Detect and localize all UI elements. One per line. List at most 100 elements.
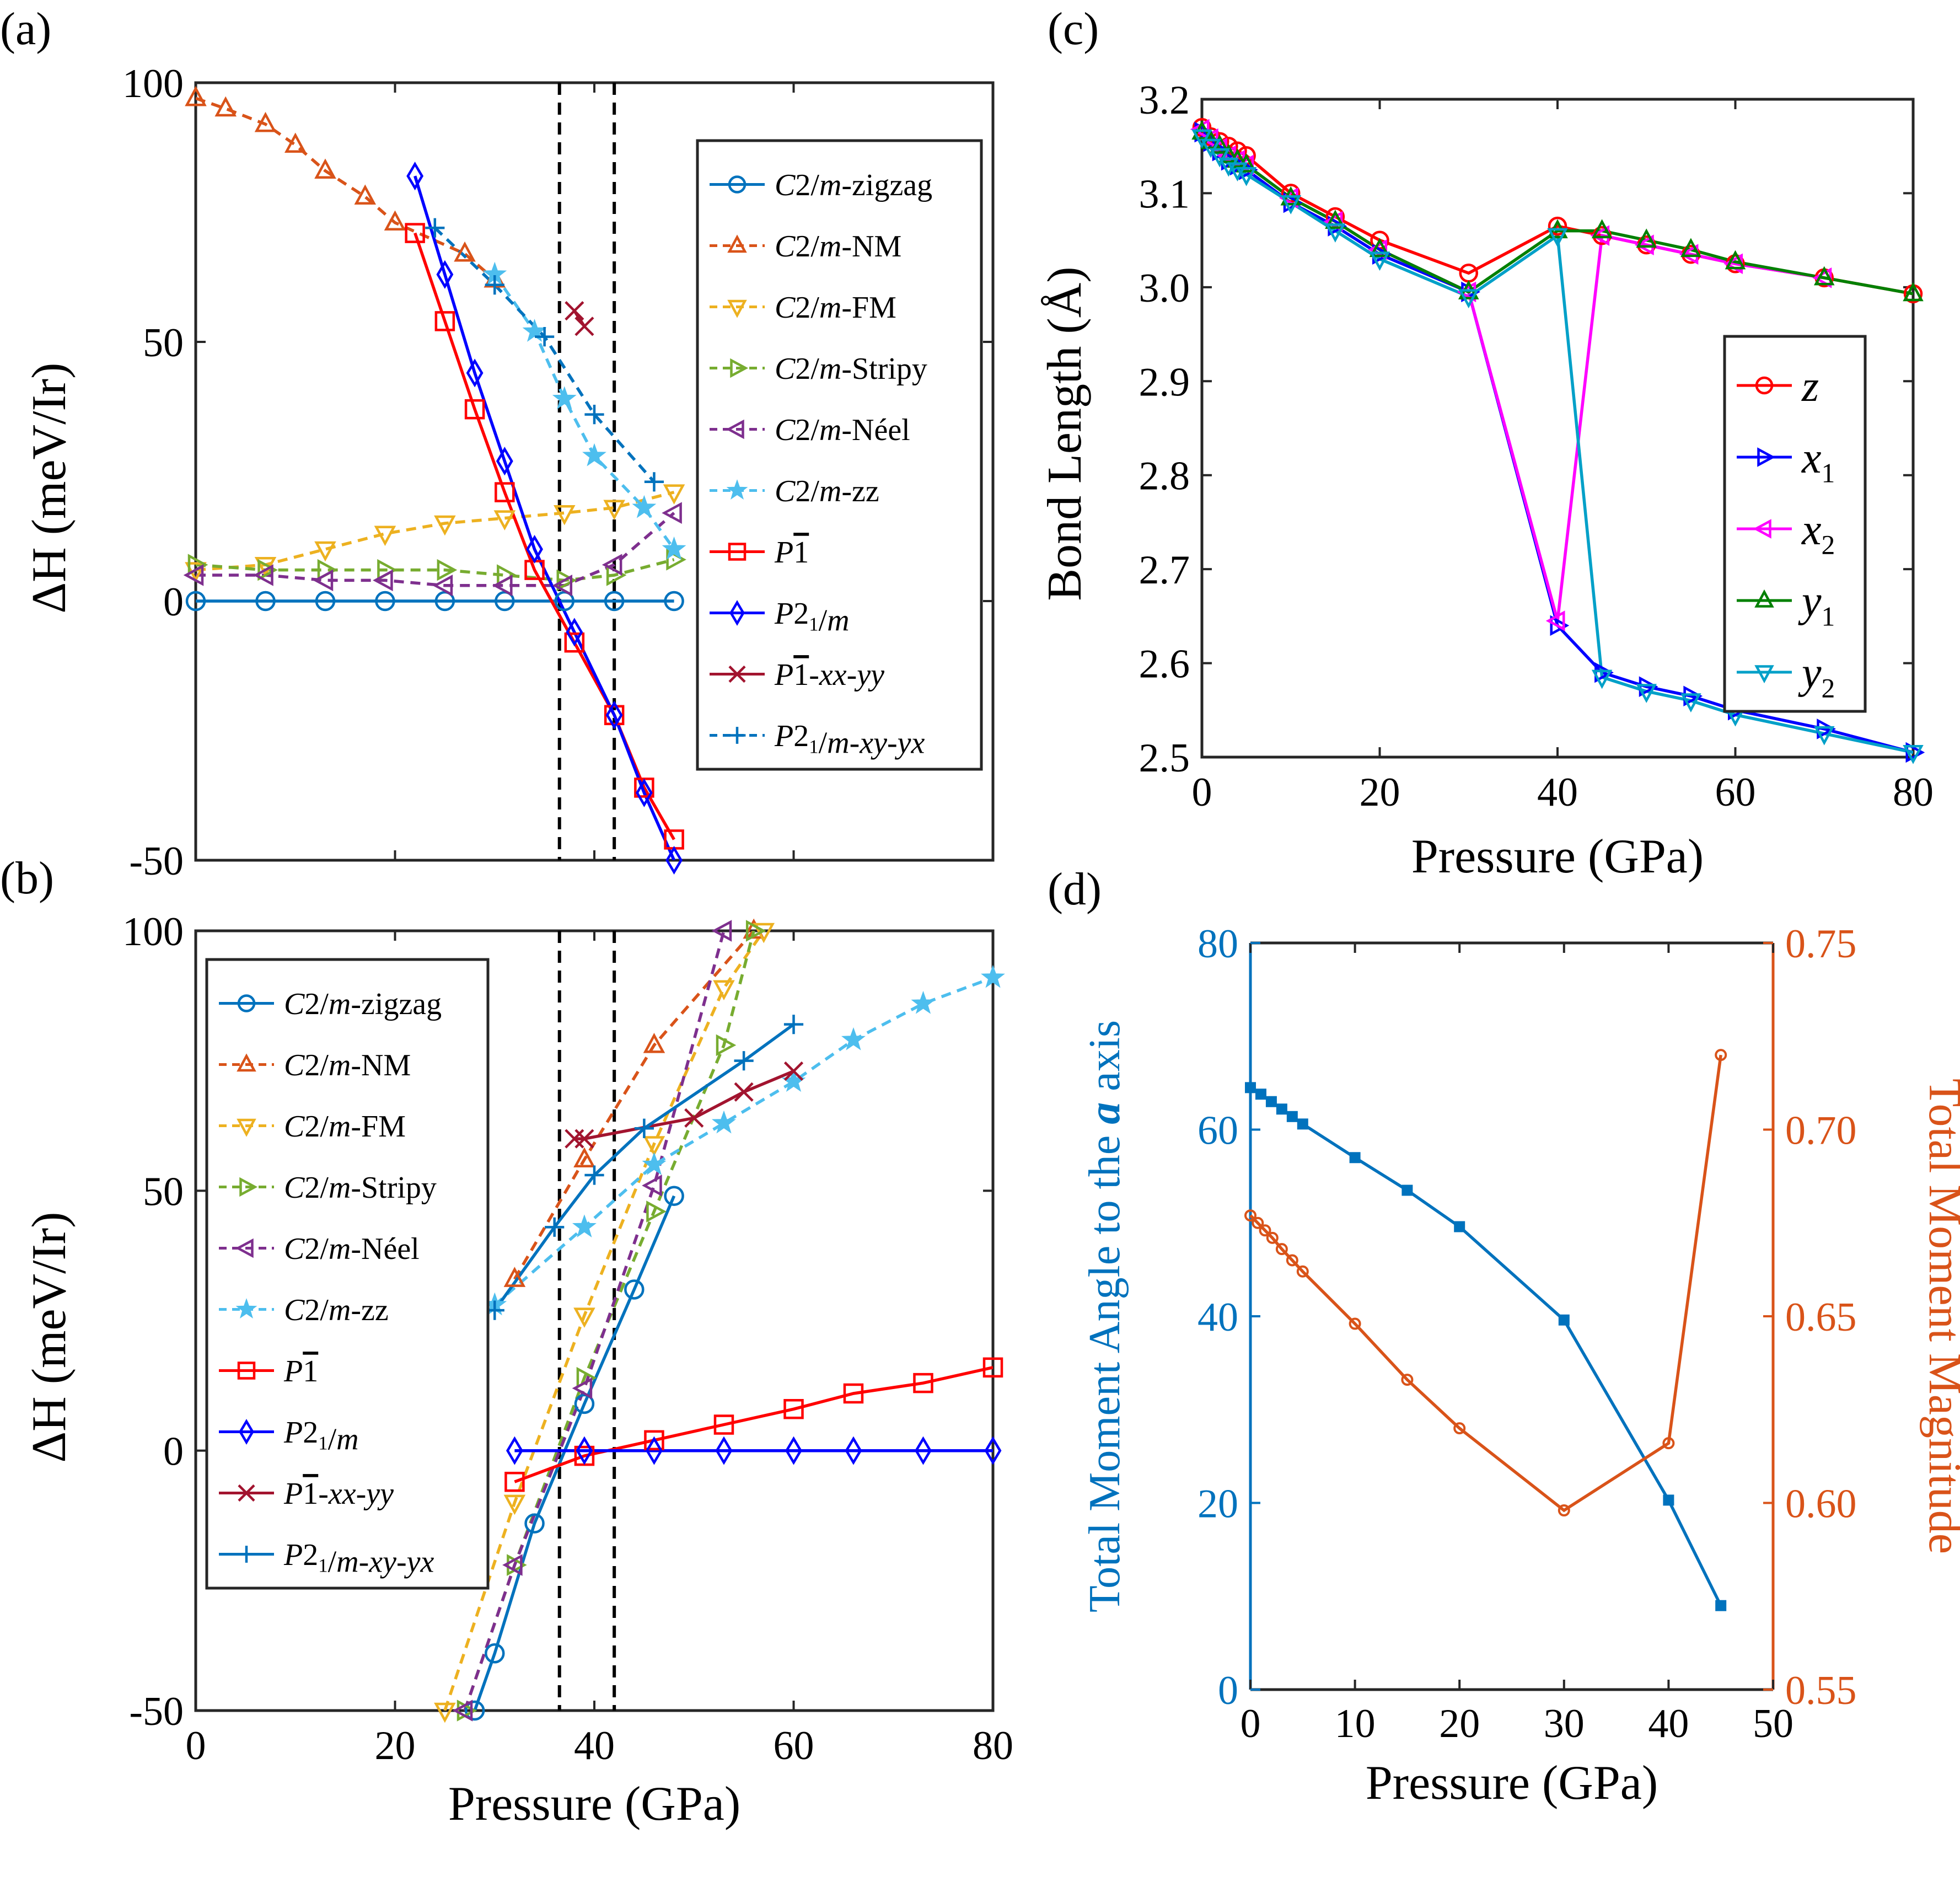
data-point-c2-m-n-el — [253, 564, 273, 586]
legend-marker-p-1 — [237, 1361, 256, 1380]
legend-marker-c2-m-zigzag — [728, 175, 747, 194]
legend-label-p-1: P1 — [283, 1354, 318, 1389]
legend-marker-c2-m-nm — [727, 234, 747, 253]
data-point-total-moment-magnitude — [1453, 1422, 1466, 1435]
data-point-c2-m-stripy — [646, 1200, 667, 1223]
data-point-total-moment-angle — [1245, 1082, 1256, 1093]
data-point-c2-m-fm — [573, 1307, 595, 1328]
x-tick-label: 80 — [1893, 770, 1934, 815]
data-point-c2-m-zz — [662, 536, 686, 560]
y-tick-label: 100 — [122, 61, 184, 106]
data-point-y2 — [1458, 289, 1479, 309]
legend-label-y2: y2 — [1798, 649, 1835, 704]
data-point-total-moment-angle — [1401, 1184, 1413, 1196]
y-tick-label: 50 — [143, 320, 184, 366]
legend-marker-y1 — [1754, 589, 1774, 608]
data-point-total-moment-angle — [1265, 1096, 1277, 1107]
data-point-c2-m-fm — [314, 541, 336, 562]
legend-marker-c2-m-zz — [726, 479, 748, 500]
data-point-c2-m-zigzag — [524, 1513, 545, 1534]
legend-marker-p2-1-m-xy-yx — [238, 1546, 255, 1563]
data-point-c2-m-nm — [314, 158, 336, 179]
data-point-p2-1-m — [506, 1436, 523, 1465]
x-tick-label: 10 — [1335, 1701, 1376, 1746]
data-point-p-1 — [982, 1357, 1003, 1378]
data-point-p2-1-m — [715, 1436, 733, 1465]
legend-marker-p2-1-m — [729, 600, 745, 626]
data-point-c2-m-n-el — [642, 1175, 662, 1197]
legend-box — [1723, 335, 1867, 713]
panel-label: (c) — [1048, 3, 1099, 55]
data-point-c2-m-zz — [642, 1152, 667, 1175]
data-point-c2-m-n-el — [452, 1700, 473, 1722]
data-point-p-1 — [405, 223, 425, 243]
y-tick-label: 0 — [163, 580, 184, 625]
data-point-c2-m-stripy — [257, 559, 278, 581]
data-point-c2-m-zigzag — [255, 591, 276, 612]
y-tick-label: 3.2 — [1139, 78, 1190, 123]
data-point-p-1 — [504, 1471, 525, 1492]
data-point-y2 — [1200, 138, 1221, 158]
data-point-p-1-xx-yy — [565, 1129, 584, 1149]
data-point-y1 — [1591, 219, 1613, 239]
panel-label: (b) — [0, 853, 54, 904]
y-axis-label: Bond Length (Å) — [1038, 266, 1092, 601]
data-point-c2-m-fm — [434, 1702, 456, 1723]
data-point-p-1 — [913, 1373, 933, 1393]
data-point-c2-m-zigzag — [434, 591, 455, 612]
data-point-y1 — [1813, 266, 1835, 286]
data-point-c2-m-zigzag — [664, 591, 684, 612]
series-line-c2-m-fm — [196, 490, 675, 572]
data-point-p-1 — [604, 705, 625, 726]
data-point-p2-1-m — [576, 1436, 593, 1465]
data-point-p2-1-m-xy-yx — [545, 1217, 565, 1237]
panel-a: -50 0 50 100 C2/m-zigzag C2/m-NM C2/m-FM C2/m-S… — [0, 3, 995, 884]
data-point-total-moment-magnitude — [1252, 1216, 1264, 1229]
data-point-total-moment-magnitude — [1275, 1243, 1288, 1256]
y-tick-label: 50 — [143, 1169, 184, 1214]
data-point-c2-m-stripy — [457, 1700, 477, 1722]
y-right-tick-label: 0.70 — [1785, 1108, 1857, 1154]
legend-label-c2-m-n-el: C2/m-Néel — [775, 413, 910, 447]
legend-label-x2: x2 — [1801, 506, 1835, 560]
data-point-p-1-xx-yy — [565, 301, 584, 321]
x-tick-label: 0 — [1241, 1701, 1261, 1746]
panel-c: 0 20 40 60 80 2.5 2.6 2.7 2.8 2.9 3.0 3.1 3.2 z x1 x2 y1… — [1038, 3, 1934, 883]
data-point-y2 — [1680, 693, 1701, 712]
data-point-c2-m-nm — [354, 184, 377, 205]
legend-label-c2-m-zigzag: C2/m-zigzag — [775, 168, 932, 202]
data-point-c2-m-zigzag — [464, 1700, 485, 1721]
panel-label: (a) — [0, 3, 51, 55]
data-point-c2-m-nm — [214, 96, 237, 117]
data-point-p2-1-m-xy-yx — [425, 218, 445, 238]
data-point-c2-m-n-el — [313, 569, 334, 592]
data-point-total-moment-angle — [1454, 1221, 1465, 1232]
series-line-c2-m-n-el — [463, 931, 726, 1711]
legend-label-c2-m-fm: C2/m-FM — [284, 1109, 406, 1144]
legend-marker-c2-m-zz — [235, 1298, 257, 1319]
data-point-c2-m-n-el — [502, 1554, 523, 1576]
data-point-y2 — [1636, 684, 1657, 703]
legend-marker-c2-m-n-el — [235, 1238, 254, 1258]
x-tick-label: 60 — [774, 1723, 814, 1768]
data-point-y2 — [1280, 195, 1302, 215]
data-point-c2-m-zigzag — [574, 1393, 595, 1414]
y-tick-label: 3.0 — [1139, 266, 1190, 311]
data-point-p2-1-m-xy-yx — [584, 1165, 604, 1185]
legend-label-p2-1-m-xy-yx: P21/m-xy-yx — [774, 719, 925, 760]
data-point-c2-m-fm — [663, 484, 685, 505]
data-point-c2-m-n-el — [373, 569, 393, 592]
data-point-total-moment-angle — [1349, 1152, 1361, 1164]
legend-box — [696, 139, 983, 771]
data-point-p2-1-m-xy-yx — [634, 1118, 654, 1138]
data-point-p-1 — [564, 632, 585, 653]
data-point-c2-m-fm — [434, 515, 456, 536]
legend-label-p2-1-m: P21/m — [283, 1416, 359, 1456]
legend-marker-c2-m-zigzag — [237, 994, 256, 1012]
data-point-y2 — [1227, 162, 1248, 182]
y-tick-label: 3.1 — [1139, 171, 1190, 217]
data-point-c2-m-nm — [454, 241, 476, 262]
legend-label-y1: y1 — [1798, 577, 1835, 632]
data-point-total-moment-magnitude — [1286, 1254, 1298, 1267]
data-point-p-1-xx-yy — [734, 1082, 754, 1102]
